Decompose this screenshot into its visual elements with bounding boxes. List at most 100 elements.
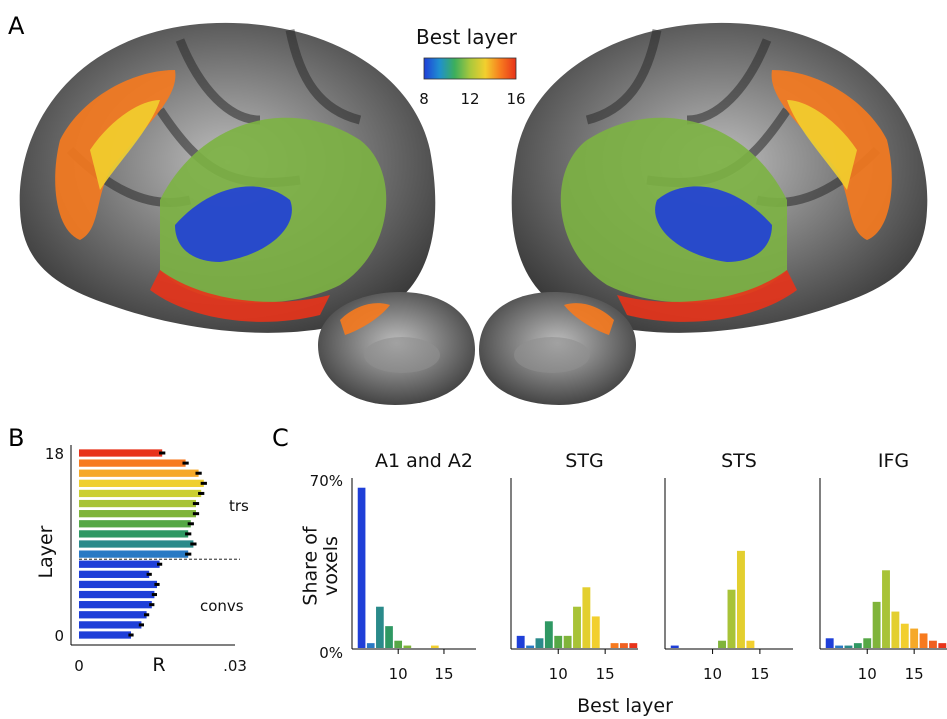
y-axis-label-line1: Share ofvoxels [299, 525, 342, 605]
right-auditory-map [655, 186, 772, 262]
histogram-bar [563, 635, 572, 648]
histogram-bar [928, 640, 937, 648]
bar-layer-2 [79, 611, 147, 619]
histogram-bar [516, 635, 525, 648]
colorbar-tick: 16 [506, 90, 525, 108]
y-tick-label: 0 [54, 627, 64, 645]
y-axis-label-line: Share of [299, 525, 321, 605]
histogram-bar [938, 643, 947, 648]
histogram-bar [591, 616, 600, 648]
bar-layer-13 [79, 499, 196, 508]
histogram-bar [736, 550, 745, 648]
bar-layer-8 [79, 550, 189, 558]
histogram-bar [366, 643, 375, 648]
y-axis-label: Layer [35, 525, 57, 578]
histogram-bar [919, 633, 928, 648]
left-hemisphere-lateral [19, 22, 436, 333]
x-axis-label: R [152, 654, 165, 676]
histogram-bar [573, 606, 581, 648]
histogram-bar [544, 621, 553, 648]
histogram-bar [403, 645, 412, 648]
x-tick-label: 10 [549, 665, 568, 683]
x-tick-label: 15 [596, 665, 615, 683]
x-tick-label: 15 [434, 665, 453, 683]
left-medial-map [340, 303, 390, 335]
colorbar: Best layer 8 12 16 [416, 25, 526, 108]
bar-layer-5 [79, 580, 157, 589]
histogram-bar [718, 640, 727, 648]
histogram-bar [357, 487, 366, 648]
bar-layer-9 [79, 540, 194, 548]
histogram-bar [891, 611, 900, 648]
group-label-convs: convs [200, 597, 244, 615]
histogram-bar [554, 635, 563, 648]
histogram-bar [535, 638, 544, 648]
bar-layer-10 [79, 530, 189, 538]
x-axis-label: Best layer [577, 695, 673, 717]
left-frontal-core [90, 100, 160, 190]
histogram-bar [853, 643, 862, 648]
panel-label-c: C [272, 424, 289, 452]
histogram-bar [727, 589, 736, 648]
left-hemisphere-medial [318, 292, 475, 405]
histogram-bar [670, 645, 679, 648]
bar-layer-6 [79, 570, 150, 578]
right-medial-map [564, 303, 614, 335]
group-label-trs: trs [229, 497, 249, 515]
histogram-bar [526, 645, 535, 648]
bar-layer-14 [79, 489, 202, 498]
histogram-bar [872, 601, 881, 648]
bar-layer-3 [79, 601, 152, 609]
left-temporal-rim [150, 270, 330, 322]
histogram-bar [746, 640, 755, 648]
y-tick-label: 0% [319, 644, 343, 662]
histogram-bar [835, 645, 844, 648]
bar-layer-7 [79, 560, 160, 568]
histogram-title: STS [721, 450, 757, 472]
bar-layer-15 [79, 479, 204, 487]
x-tick-label: 10 [389, 665, 408, 683]
histogram-bar [430, 645, 439, 648]
right-hemisphere-medial [479, 292, 636, 405]
histogram-bar [610, 643, 619, 648]
bar-layer-18 [79, 449, 163, 457]
x-tick-label: 10 [703, 665, 722, 683]
histogram-bar [629, 643, 638, 648]
bar-layer-17 [79, 459, 186, 467]
colorbar-bar [423, 57, 517, 80]
y-tick-label: 70% [310, 472, 343, 490]
colorbar-title: Best layer [416, 25, 518, 49]
histogram-bar [619, 643, 628, 648]
histogram-bar [385, 626, 393, 648]
colorbar-tick: 8 [419, 90, 429, 108]
colorbar-tick: 12 [460, 90, 479, 108]
bar-layer-0 [79, 631, 131, 639]
histogram-bar [582, 587, 591, 648]
layer-correlation-chart: Layer R 18 0 0 .03 convs trs [35, 445, 249, 676]
histogram-bar [900, 623, 909, 648]
best-layer-histograms: Share ofvoxels 70% 0% Best layer A1 and … [299, 450, 947, 717]
histogram-bar [825, 638, 834, 648]
bar-layer-16 [79, 469, 199, 477]
right-temporal-rim [617, 270, 797, 322]
histogram-title: A1 and A2 [375, 450, 473, 472]
x-tick-label: 10 [858, 665, 877, 683]
histogram-title: IFG [878, 450, 909, 472]
panel-label-a: A [8, 12, 25, 40]
bar-layer-12 [79, 510, 196, 518]
histogram-bar [844, 645, 853, 648]
right-hemisphere-lateral [511, 22, 928, 333]
bar-layer-1 [79, 621, 142, 629]
x-tick-label: .03 [223, 657, 247, 675]
x-tick-label: 0 [74, 657, 84, 675]
bar-layer-4 [79, 590, 155, 599]
bar-layer-11 [79, 520, 191, 528]
left-auditory-map [175, 186, 292, 262]
y-tick-label: 18 [45, 445, 64, 463]
histogram-bar [376, 606, 384, 648]
y-axis-label-line: voxels [320, 536, 342, 596]
panel-label-b: B [8, 424, 24, 452]
histogram-bar [882, 570, 890, 648]
histogram-bar [863, 638, 872, 648]
